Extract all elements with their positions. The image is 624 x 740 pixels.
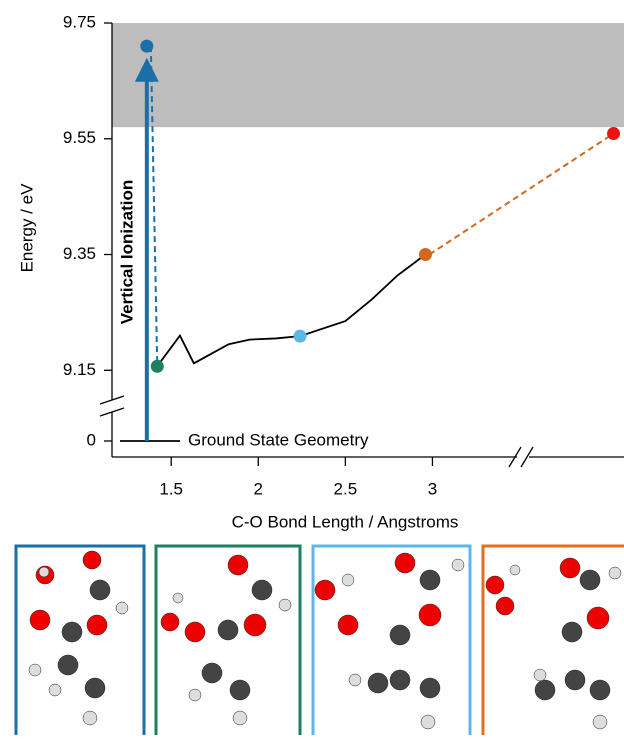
annotation: Vertical Ionization [117, 180, 136, 325]
atom [315, 580, 335, 600]
atom [29, 664, 41, 676]
x-axis-label: C-O Bond Length / Angstroms [232, 512, 459, 531]
atom [228, 555, 248, 575]
atom [173, 593, 183, 603]
molecule-panels [16, 546, 624, 735]
atom [338, 615, 358, 635]
atom [587, 607, 609, 629]
chart: Energy / eV C-O Bond Length / Angstroms … [0, 0, 624, 735]
atom [496, 597, 514, 615]
atom [486, 576, 504, 594]
atom [161, 613, 179, 631]
molecules [29, 551, 621, 729]
atom [580, 570, 600, 590]
y-axis-label: Energy / eV [17, 183, 36, 272]
atom [349, 674, 361, 686]
point [140, 40, 153, 53]
atom [609, 567, 621, 579]
atom [244, 614, 266, 636]
atom [395, 553, 415, 573]
atom [368, 673, 388, 693]
atom [233, 711, 247, 725]
atom [342, 574, 354, 586]
atom [116, 602, 128, 614]
shaded-region [112, 23, 624, 127]
panel [156, 546, 300, 735]
atom [39, 567, 49, 577]
atom [90, 580, 110, 600]
x-tick-label: 2 [254, 479, 263, 498]
atom [419, 604, 441, 626]
y-tick-label: 9.55 [63, 128, 96, 147]
point [294, 330, 307, 343]
atom [565, 670, 585, 690]
atom [535, 680, 555, 700]
connector [429, 134, 613, 255]
atom [87, 615, 107, 635]
atom [83, 551, 101, 569]
panel [483, 546, 624, 735]
atom [279, 599, 291, 611]
atom [534, 669, 546, 681]
atom [593, 715, 607, 729]
atom [560, 558, 580, 578]
atom [85, 678, 105, 698]
y-tick-label: 9.35 [63, 244, 96, 263]
atom [390, 670, 410, 690]
point [607, 127, 620, 140]
atom [510, 565, 520, 575]
curve [157, 255, 425, 367]
atom [58, 655, 78, 675]
atom [202, 663, 222, 683]
y-tick-label: 0 [87, 430, 96, 449]
atom [62, 622, 82, 642]
x-tick-label: 2.5 [334, 479, 358, 498]
atom [218, 620, 238, 640]
atom [30, 610, 50, 630]
atom [421, 715, 435, 729]
point [151, 360, 164, 373]
point [419, 248, 432, 261]
x-tick-label: 3 [428, 479, 437, 498]
atom [83, 711, 97, 725]
ground-state-label: Ground State Geometry [188, 430, 369, 449]
panel [16, 546, 144, 735]
atom [562, 622, 582, 642]
y-tick-label: 9.75 [63, 12, 96, 31]
atom [185, 622, 205, 642]
atom [420, 678, 440, 698]
atom [230, 680, 250, 700]
atom [420, 570, 440, 590]
atom [189, 689, 201, 701]
x-tick-label: 1.5 [159, 479, 183, 498]
atom [49, 684, 61, 696]
atom [590, 680, 610, 700]
atom [452, 559, 464, 571]
atom [390, 625, 410, 645]
atom [252, 580, 272, 600]
y-tick-label: 9.15 [63, 360, 96, 379]
